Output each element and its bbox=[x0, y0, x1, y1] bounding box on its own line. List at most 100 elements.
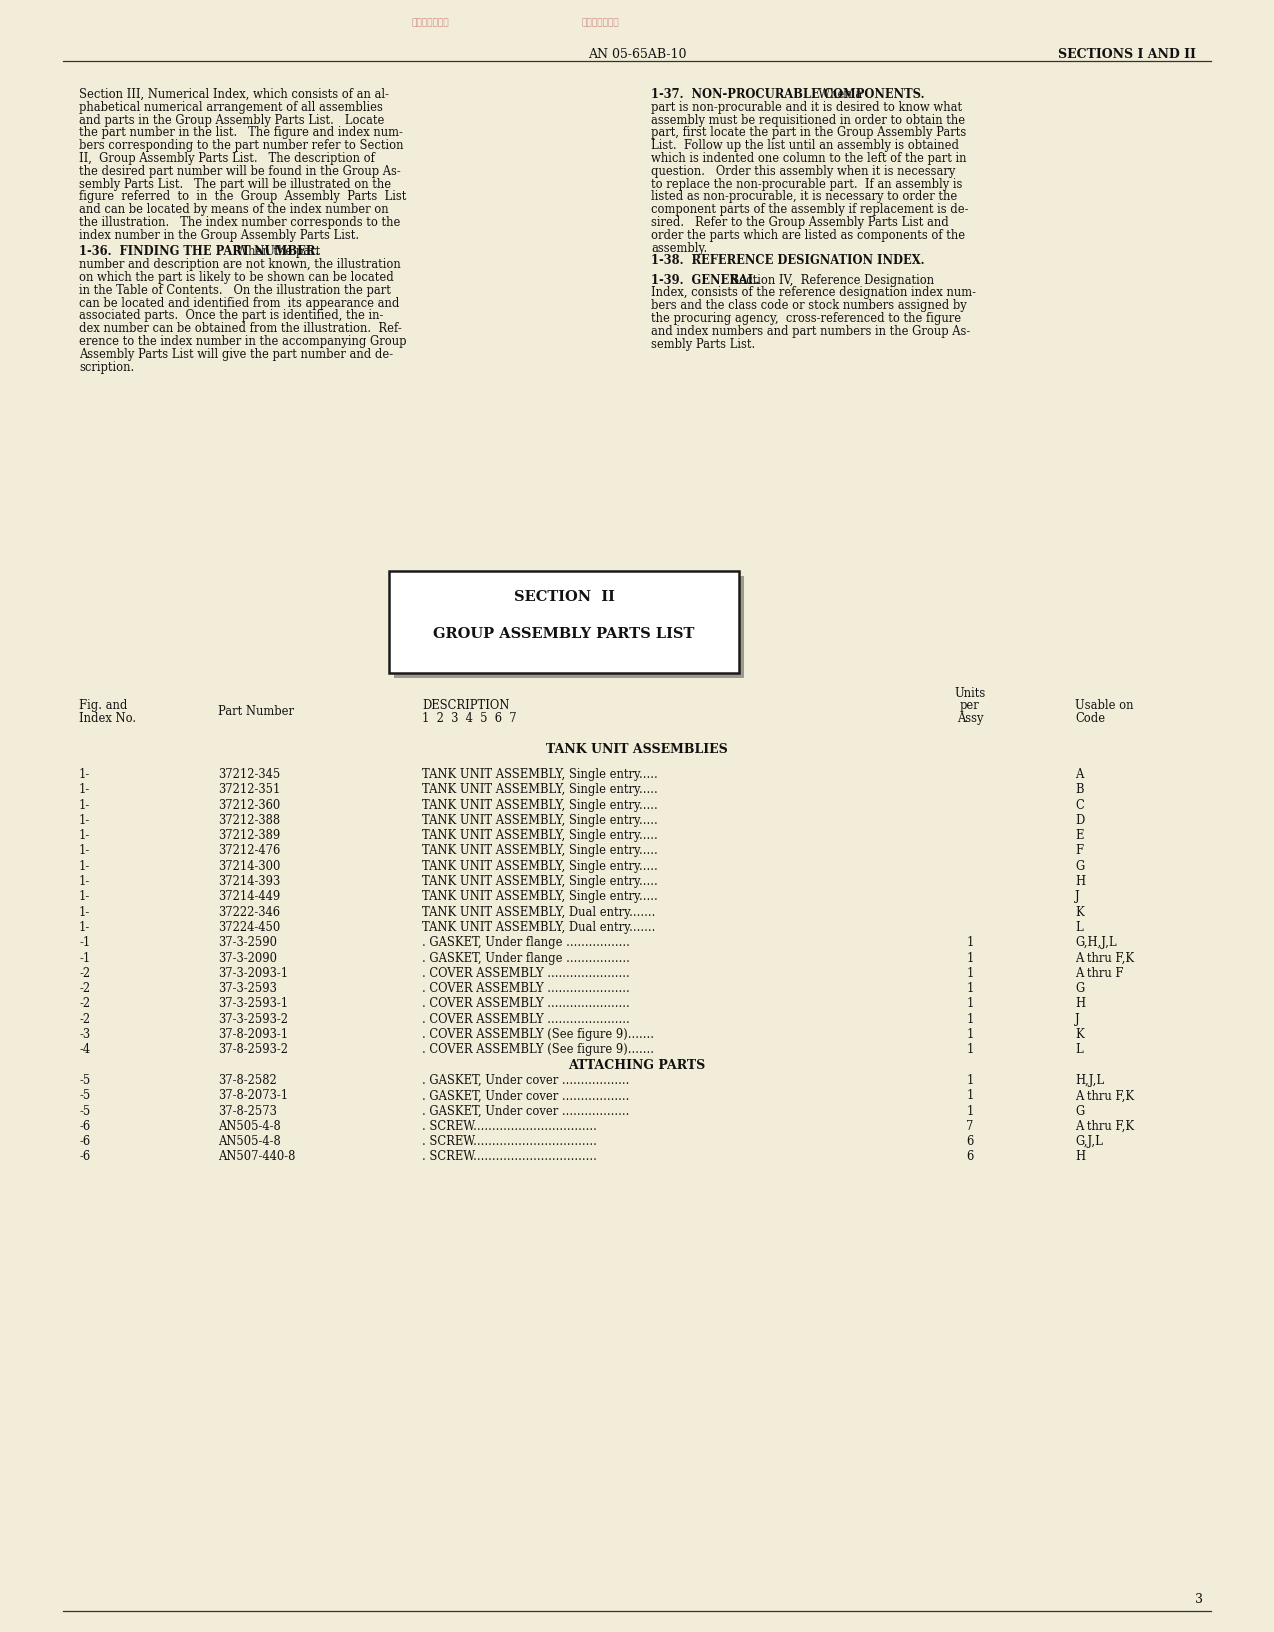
Text: number and description are not known, the illustration: number and description are not known, th… bbox=[79, 258, 401, 271]
Text: ATTACHING PARTS: ATTACHING PARTS bbox=[568, 1058, 706, 1071]
Text: II,  Group Assembly Parts List.   The description of: II, Group Assembly Parts List. The descr… bbox=[79, 152, 375, 165]
Text: per: per bbox=[961, 698, 980, 712]
Text: . SCREW.................................: . SCREW................................. bbox=[422, 1134, 598, 1147]
Text: 1-36.  FINDING THE PART NUMBER.: 1-36. FINDING THE PART NUMBER. bbox=[79, 245, 320, 258]
Text: 37214-449: 37214-449 bbox=[218, 889, 280, 902]
Text: AN 05-65AB-10: AN 05-65AB-10 bbox=[587, 47, 687, 60]
Text: 37214-393: 37214-393 bbox=[218, 875, 280, 888]
Text: assembly must be requisitioned in order to obtain the: assembly must be requisitioned in order … bbox=[651, 114, 966, 127]
Text: 37212-360: 37212-360 bbox=[218, 798, 280, 811]
Text: bers and the class code or stock numbers assigned by: bers and the class code or stock numbers… bbox=[651, 299, 967, 312]
Text: G: G bbox=[1075, 981, 1084, 994]
Text: DESCRIPTION: DESCRIPTION bbox=[422, 698, 510, 712]
Text: Assy: Assy bbox=[957, 712, 984, 725]
Text: in the Table of Contents.   On the illustration the part: in the Table of Contents. On the illustr… bbox=[79, 284, 391, 297]
Text: associated parts.  Once the part is identified, the in-: associated parts. Once the part is ident… bbox=[79, 308, 383, 322]
Text: G,J,L: G,J,L bbox=[1075, 1134, 1103, 1147]
Text: 37-3-2593: 37-3-2593 bbox=[218, 981, 276, 994]
Text: -2: -2 bbox=[79, 1012, 90, 1025]
Text: When the part: When the part bbox=[229, 245, 321, 258]
Text: 1: 1 bbox=[966, 1074, 973, 1087]
Text: 1: 1 bbox=[966, 935, 973, 948]
Text: 37-3-2593-1: 37-3-2593-1 bbox=[218, 997, 288, 1010]
Text: 1  2  3  4  5  6  7: 1 2 3 4 5 6 7 bbox=[422, 712, 517, 725]
Text: 1-: 1- bbox=[79, 920, 90, 934]
Text: Section III, Numerical Index, which consists of an al-: Section III, Numerical Index, which cons… bbox=[79, 88, 389, 101]
Text: -1: -1 bbox=[79, 935, 90, 948]
Text: the part number in the list.   The figure and index num-: the part number in the list. The figure … bbox=[79, 126, 403, 139]
Text: 1-39.  GENERAL.: 1-39. GENERAL. bbox=[651, 274, 759, 287]
Text: TANK UNIT ASSEMBLY, Single entry.....: TANK UNIT ASSEMBLY, Single entry..... bbox=[422, 813, 657, 826]
Text: 37-8-2093-1: 37-8-2093-1 bbox=[218, 1028, 288, 1041]
Text: -5: -5 bbox=[79, 1074, 90, 1087]
Text: TANK UNIT ASSEMBLY, Dual entry.......: TANK UNIT ASSEMBLY, Dual entry....... bbox=[422, 906, 655, 919]
Text: and can be located by means of the index number on: and can be located by means of the index… bbox=[79, 202, 389, 215]
Text: 1-: 1- bbox=[79, 906, 90, 919]
Bar bbox=[394, 576, 744, 679]
Text: J: J bbox=[1075, 889, 1079, 902]
Text: -6: -6 bbox=[79, 1134, 90, 1147]
Text: SECTION  II: SECTION II bbox=[513, 589, 614, 604]
Text: AN505-4-8: AN505-4-8 bbox=[218, 1134, 280, 1147]
Text: 37-8-2582: 37-8-2582 bbox=[218, 1074, 276, 1087]
Text: 1-37.  NON-PROCURABLE COMPONENTS.: 1-37. NON-PROCURABLE COMPONENTS. bbox=[651, 88, 925, 101]
Text: assembly.: assembly. bbox=[651, 242, 707, 255]
Text: 1: 1 bbox=[966, 1028, 973, 1041]
Text: 1: 1 bbox=[966, 1089, 973, 1102]
Text: listed as non-procurable, it is necessary to order the: listed as non-procurable, it is necessar… bbox=[651, 191, 957, 204]
Text: A thru F,K: A thru F,K bbox=[1075, 1089, 1134, 1102]
Text: . COVER ASSEMBLY ......................: . COVER ASSEMBLY ...................... bbox=[422, 1012, 629, 1025]
Text: TANK UNIT ASSEMBLIES: TANK UNIT ASSEMBLIES bbox=[547, 743, 727, 756]
Text: the procuring agency,  cross-referenced to the figure: the procuring agency, cross-referenced t… bbox=[651, 312, 961, 325]
Text: . COVER ASSEMBLY ......................: . COVER ASSEMBLY ...................... bbox=[422, 981, 629, 994]
Text: 6: 6 bbox=[967, 1134, 973, 1147]
Text: A thru F,K: A thru F,K bbox=[1075, 951, 1134, 965]
Text: 1: 1 bbox=[966, 981, 973, 994]
Text: 37214-300: 37214-300 bbox=[218, 860, 280, 871]
Text: component parts of the assembly if replacement is de-: component parts of the assembly if repla… bbox=[651, 202, 968, 215]
Text: A thru F: A thru F bbox=[1075, 966, 1124, 979]
Text: -2: -2 bbox=[79, 981, 90, 994]
Text: Assembly Parts List will give the part number and de-: Assembly Parts List will give the part n… bbox=[79, 348, 394, 361]
Text: A thru F,K: A thru F,K bbox=[1075, 1120, 1134, 1133]
Text: sired.   Refer to the Group Assembly Parts List and: sired. Refer to the Group Assembly Parts… bbox=[651, 215, 949, 228]
Text: K: K bbox=[1075, 1028, 1084, 1041]
Text: sembly Parts List.   The part will be illustrated on the: sembly Parts List. The part will be illu… bbox=[79, 178, 391, 191]
Text: A: A bbox=[1075, 767, 1083, 780]
Text: . GASKET, Under cover ..................: . GASKET, Under cover .................. bbox=[422, 1103, 629, 1116]
Text: G,H,J,L: G,H,J,L bbox=[1075, 935, 1116, 948]
Text: 37212-476: 37212-476 bbox=[218, 844, 280, 857]
Text: . COVER ASSEMBLY (See figure 9).......: . COVER ASSEMBLY (See figure 9)....... bbox=[422, 1043, 654, 1056]
Text: . GASKET, Under flange .................: . GASKET, Under flange ................. bbox=[422, 935, 629, 948]
Text: part is non-procurable and it is desired to know what: part is non-procurable and it is desired… bbox=[651, 101, 962, 114]
Text: 6: 6 bbox=[967, 1151, 973, 1162]
Text: sembly Parts List.: sembly Parts List. bbox=[651, 338, 755, 351]
Text: 1: 1 bbox=[966, 1103, 973, 1116]
Text: part, first locate the part in the Group Assembly Parts: part, first locate the part in the Group… bbox=[651, 126, 966, 139]
Text: . SCREW.................................: . SCREW................................. bbox=[422, 1120, 598, 1133]
Text: bers corresponding to the part number refer to Section: bers corresponding to the part number re… bbox=[79, 139, 404, 152]
Text: 1: 1 bbox=[966, 951, 973, 965]
Text: E: E bbox=[1075, 829, 1083, 842]
Text: 1-38.  REFERENCE DESIGNATION INDEX.: 1-38. REFERENCE DESIGNATION INDEX. bbox=[651, 255, 925, 268]
Text: 1: 1 bbox=[966, 997, 973, 1010]
Text: H: H bbox=[1075, 997, 1085, 1010]
Text: -1: -1 bbox=[79, 951, 90, 965]
Text: -4: -4 bbox=[79, 1043, 90, 1056]
Text: When a: When a bbox=[812, 88, 862, 101]
Text: 1-: 1- bbox=[79, 829, 90, 842]
Text: AN507-440-8: AN507-440-8 bbox=[218, 1151, 296, 1162]
Text: and index numbers and part numbers in the Group As-: and index numbers and part numbers in th… bbox=[651, 325, 971, 338]
Text: L: L bbox=[1075, 920, 1083, 934]
Text: . SCREW.................................: . SCREW................................. bbox=[422, 1151, 598, 1162]
Text: K: K bbox=[1075, 906, 1084, 919]
Text: TANK UNIT ASSEMBLY, Single entry.....: TANK UNIT ASSEMBLY, Single entry..... bbox=[422, 844, 657, 857]
Text: -2: -2 bbox=[79, 997, 90, 1010]
Text: 7: 7 bbox=[966, 1120, 973, 1133]
Text: H: H bbox=[1075, 1151, 1085, 1162]
Text: TANK UNIT ASSEMBLY, Single entry.....: TANK UNIT ASSEMBLY, Single entry..... bbox=[422, 783, 657, 796]
Text: erence to the index number in the accompanying Group: erence to the index number in the accomp… bbox=[79, 335, 406, 348]
Text: 37222-346: 37222-346 bbox=[218, 906, 280, 919]
Text: TANK UNIT ASSEMBLY, Single entry.....: TANK UNIT ASSEMBLY, Single entry..... bbox=[422, 798, 657, 811]
Text: and parts in the Group Assembly Parts List.   Locate: and parts in the Group Assembly Parts Li… bbox=[79, 114, 385, 127]
